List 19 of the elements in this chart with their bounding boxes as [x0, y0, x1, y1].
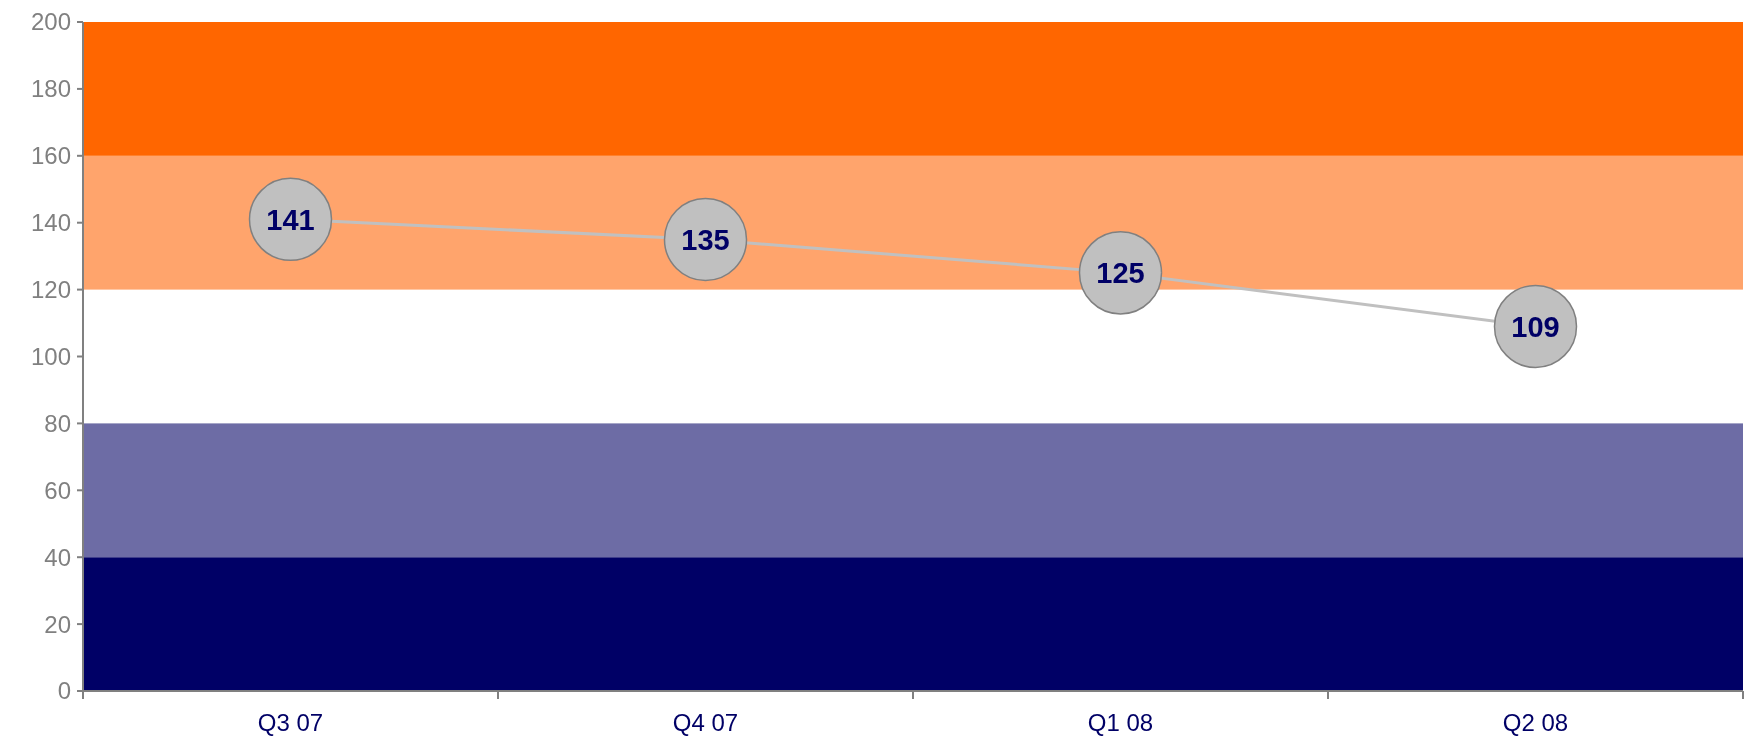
- y-tick-label: 200: [30, 8, 71, 36]
- x-tick-label: Q1 08: [1087, 709, 1154, 736]
- data-label: 135: [681, 223, 730, 256]
- data-label: 125: [1096, 257, 1145, 290]
- y-tick-label: 100: [30, 342, 71, 370]
- y-tick-label: 180: [30, 75, 71, 103]
- data-label: 141: [266, 203, 315, 236]
- y-tick-label: 40: [44, 543, 71, 571]
- y-tick-label: 120: [30, 276, 71, 303]
- x-tick-label: Q4 07: [672, 709, 739, 736]
- y-tick-label: 0: [57, 677, 71, 705]
- data-label: 109: [1511, 310, 1560, 343]
- y-tick-label: 80: [44, 409, 71, 437]
- x-tick-label: Q3 07: [257, 709, 324, 736]
- y-tick-label: 60: [44, 476, 71, 504]
- x-tick-label: Q2 08: [1502, 709, 1569, 736]
- y-tick-label: 20: [44, 610, 71, 638]
- y-tick-label: 160: [30, 142, 71, 170]
- y-tick-label: 140: [30, 209, 71, 237]
